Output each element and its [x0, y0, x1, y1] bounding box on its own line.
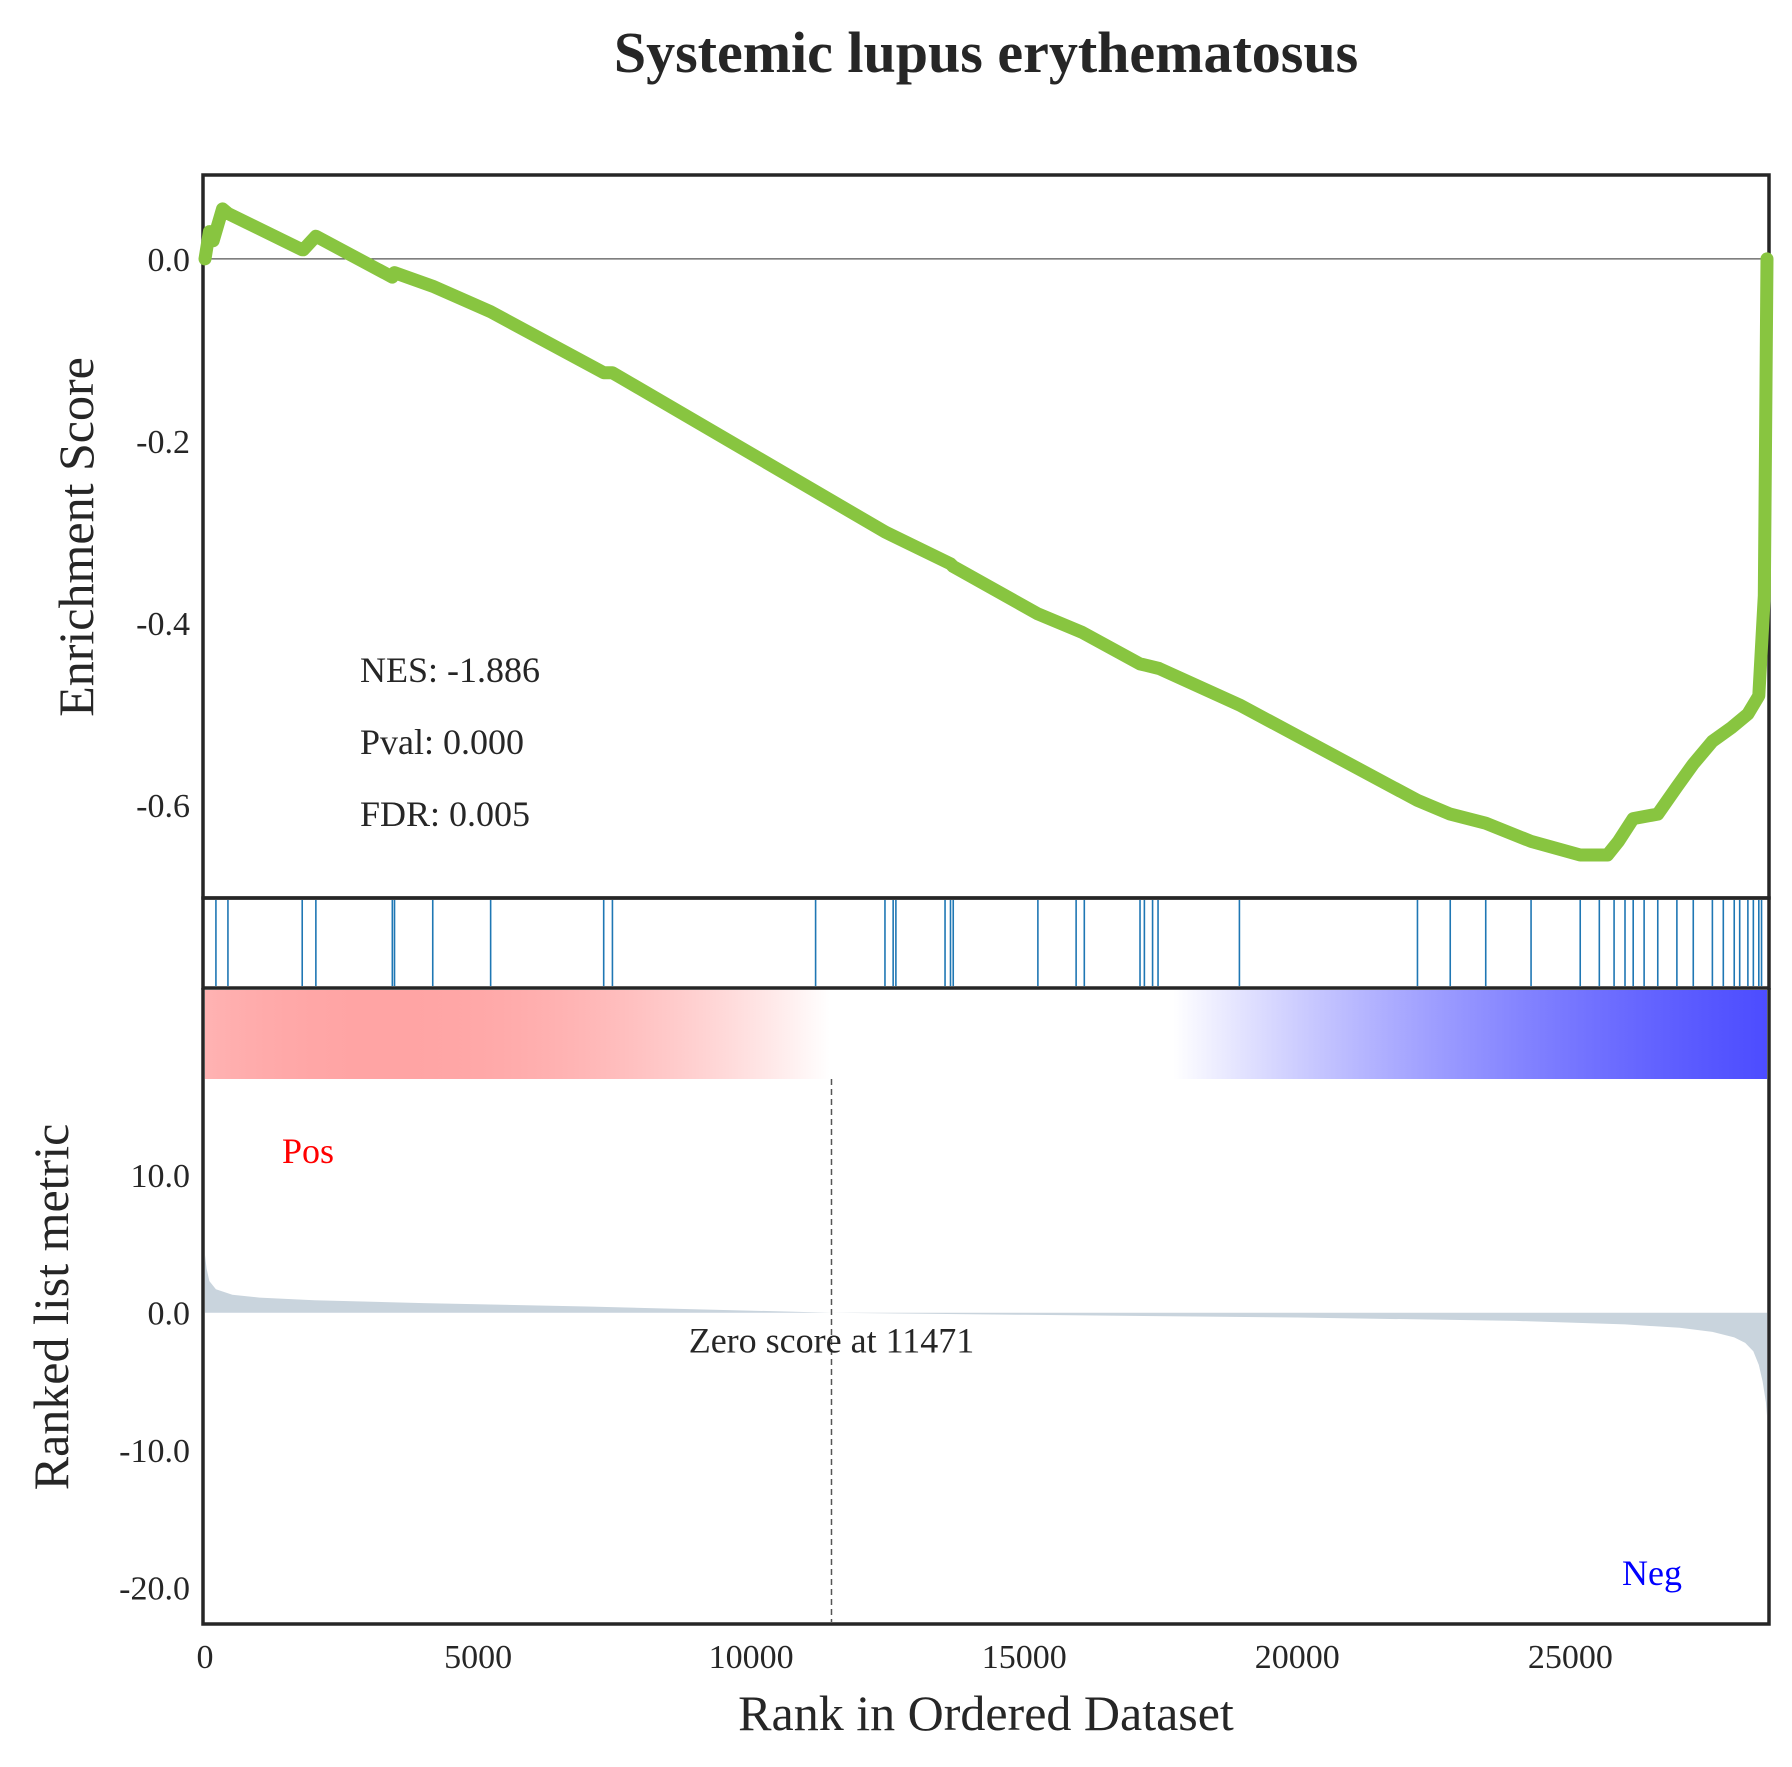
- enrichment-y-tick-label: -0.2: [136, 424, 190, 461]
- ranked-metric-y-tick-label: -20.0: [119, 1571, 190, 1608]
- ranked-metric-y-tick-label: -10.0: [119, 1433, 190, 1470]
- enrichment-y-tick-label: -0.4: [136, 606, 190, 643]
- x-axis-label: Rank in Ordered Dataset: [738, 1685, 1234, 1741]
- zero-score-label: Zero score at 11471: [689, 1321, 975, 1361]
- ranked-metric-y-tick-label: 0.0: [148, 1296, 191, 1333]
- neg-label: Neg: [1622, 1553, 1682, 1593]
- rank-color-bar: [205, 990, 1767, 1079]
- hit-lines: [215, 900, 1763, 986]
- chart-title: Systemic lupus erythematosus: [614, 20, 1358, 85]
- enrichment-score-curve: [198, 202, 1774, 862]
- ranked-metric-fill: [205, 1255, 1767, 1416]
- x-tick-label: 5000: [444, 1639, 512, 1676]
- nes-annotation: NES: -1.886: [360, 650, 540, 690]
- enrichment-y-axis-label: Enrichment Score: [48, 357, 104, 717]
- ranked-panel-frame: [201, 988, 1771, 1626]
- x-tick-label: 0: [197, 1639, 214, 1676]
- gene-hits-panel: [201, 896, 1771, 990]
- fdr-annotation: FDR: 0.005: [360, 794, 530, 834]
- hits-panel-frame: [201, 896, 1771, 990]
- pval-annotation: Pval: 0.000: [360, 722, 524, 762]
- x-tick-label: 25000: [1528, 1639, 1613, 1676]
- x-tick-label: 20000: [1255, 1639, 1340, 1676]
- ranked-metric-y-ticks: 10.0 0.0 -10.0 -20.0: [119, 1158, 190, 1607]
- enrichment-score-panel: 0.0-0.2-0.4-0.6 NES: -1.886 Pval: 0.000 …: [48, 173, 1774, 900]
- x-tick-label: 15000: [982, 1639, 1067, 1676]
- x-tick-label: 10000: [709, 1639, 794, 1676]
- ranked-metric-y-tick-label: 10.0: [131, 1158, 191, 1195]
- x-axis-ticks: 0 5000 10000 15000 20000 25000: [197, 1639, 1613, 1676]
- pos-label: Pos: [282, 1131, 334, 1171]
- enrichment-y-ticks: 0.0 -0.2 -0.4 -0.6: [136, 242, 190, 825]
- enrichment-y-tick-label: 0.0: [148, 242, 191, 279]
- ranked-metric-panel: Zero score at 11471 Pos Neg 10.0 0.0 -10.0…: [23, 988, 1771, 1626]
- enrichment-y-tick-label: -0.6: [136, 788, 190, 825]
- ranked-metric-y-axis-label: Ranked list metric: [23, 1124, 79, 1491]
